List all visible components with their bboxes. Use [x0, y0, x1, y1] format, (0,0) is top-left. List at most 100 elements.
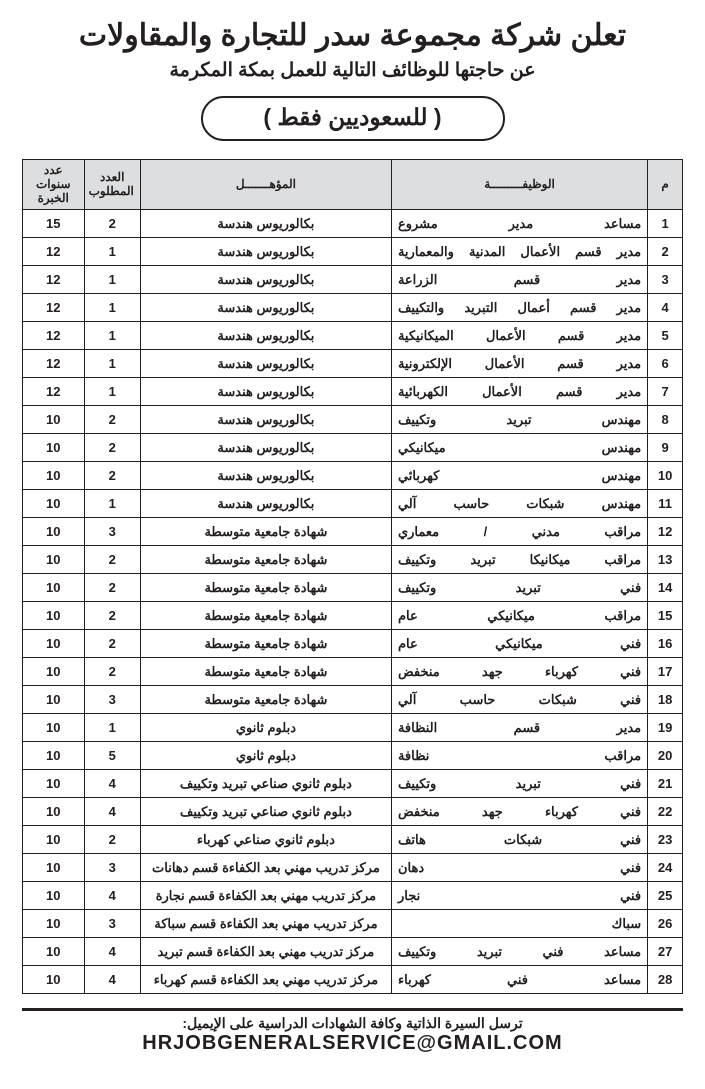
cell-years: 10 [23, 574, 85, 602]
cell-count: 3 [84, 518, 140, 546]
cell-qual: مركز تدريب مهني بعد الكفاءة قسم كهرباء [140, 966, 391, 994]
cell-years: 10 [23, 658, 85, 686]
cell-years: 12 [23, 266, 85, 294]
cell-years: 10 [23, 798, 85, 826]
table-row: 22فني كهرباء جهد منخفضدبلوم ثانوي صناعي … [23, 798, 683, 826]
table-row: 7مدير قسم الأعمال الكهربائيةبكالوريوس هن… [23, 378, 683, 406]
cell-years: 10 [23, 602, 85, 630]
cell-job: فني دهان [391, 854, 647, 882]
cell-index: 20 [648, 742, 683, 770]
cell-qual: بكالوريوس هندسة [140, 378, 391, 406]
cell-years: 12 [23, 350, 85, 378]
cell-qual: مركز تدريب مهني بعد الكفاءة قسم سباكة [140, 910, 391, 938]
cell-job: فني كهرباء جهد منخفض [391, 658, 647, 686]
cell-job: فني نجار [391, 882, 647, 910]
cell-count: 1 [84, 322, 140, 350]
cell-years: 10 [23, 490, 85, 518]
cell-qual: شهادة جامعية متوسطة [140, 686, 391, 714]
cell-index: 27 [648, 938, 683, 966]
cell-count: 1 [84, 266, 140, 294]
cell-qual: شهادة جامعية متوسطة [140, 658, 391, 686]
table-row: 28مساعد فني كهرباءمركز تدريب مهني بعد ال… [23, 966, 683, 994]
cell-count: 2 [84, 434, 140, 462]
cell-job: مهندس تبريد وتكييف [391, 406, 647, 434]
cell-years: 10 [23, 966, 85, 994]
cell-years: 10 [23, 630, 85, 658]
table-row: 9مهندس ميكانيكيبكالوريوس هندسة210 [23, 434, 683, 462]
cell-job: مدير قسم النظافة [391, 714, 647, 742]
cell-years: 10 [23, 434, 85, 462]
job-ad-page: تعلن شركة مجموعة سدر للتجارة والمقاولات … [0, 0, 705, 1089]
table-row: 13مراقب ميكانيكا تبريد وتكييفشهادة جامعي… [23, 546, 683, 574]
cell-qual: بكالوريوس هندسة [140, 266, 391, 294]
footer-email: HRJOBGENERALSERVICE@GMAIL.COM [22, 1032, 683, 1055]
cell-count: 3 [84, 686, 140, 714]
cell-index: 28 [648, 966, 683, 994]
cell-count: 1 [84, 294, 140, 322]
jobs-table: م الوظيفـــــــــة المؤهـــــــل العدد ا… [22, 159, 683, 994]
cell-qual: بكالوريوس هندسة [140, 462, 391, 490]
cell-index: 1 [648, 210, 683, 238]
cell-qual: بكالوريوس هندسة [140, 434, 391, 462]
cell-job: فني شبكات هاتف [391, 826, 647, 854]
cell-index: 22 [648, 798, 683, 826]
table-row: 19مدير قسم النظافةدبلوم ثانوي110 [23, 714, 683, 742]
cell-job: مدير قسم الزراعة [391, 266, 647, 294]
cell-count: 2 [84, 630, 140, 658]
cell-count: 1 [84, 350, 140, 378]
table-row: 2مدير قسم الأعمال المدنية والمعماريةبكال… [23, 238, 683, 266]
cell-index: 16 [648, 630, 683, 658]
table-body: 1مساعد مدير مشروعبكالوريوس هندسة2152مدير… [23, 210, 683, 994]
cell-count: 1 [84, 238, 140, 266]
cell-years: 15 [23, 210, 85, 238]
cell-years: 12 [23, 322, 85, 350]
table-row: 21فني تبريد وتكييفدبلوم ثانوي صناعي تبري… [23, 770, 683, 798]
cell-years: 10 [23, 742, 85, 770]
cell-years: 12 [23, 238, 85, 266]
table-row: 12مراقب مدني / معماريشهادة جامعية متوسطة… [23, 518, 683, 546]
cell-count: 2 [84, 574, 140, 602]
table-row: 11مهندس شبكات حاسب آليبكالوريوس هندسة110 [23, 490, 683, 518]
cell-qual: شهادة جامعية متوسطة [140, 630, 391, 658]
table-row: 1مساعد مدير مشروعبكالوريوس هندسة215 [23, 210, 683, 238]
cell-count: 3 [84, 854, 140, 882]
cell-years: 10 [23, 714, 85, 742]
cell-job: مدير قسم أعمال التبريد والتكييف [391, 294, 647, 322]
cell-qual: دبلوم ثانوي [140, 714, 391, 742]
cell-count: 3 [84, 910, 140, 938]
cell-count: 4 [84, 882, 140, 910]
cell-job: مساعد فني كهرباء [391, 966, 647, 994]
cell-years: 10 [23, 686, 85, 714]
cell-qual: دبلوم ثانوي صناعي تبريد وتكييف [140, 770, 391, 798]
table-row: 18فني شبكات حاسب آليشهادة جامعية متوسطة3… [23, 686, 683, 714]
cell-job: مدير قسم الأعمال المدنية والمعمارية [391, 238, 647, 266]
cell-qual: شهادة جامعية متوسطة [140, 574, 391, 602]
table-row: 6مدير قسم الأعمال الإلكترونيةبكالوريوس ه… [23, 350, 683, 378]
cell-index: 9 [648, 434, 683, 462]
table-header: م الوظيفـــــــــة المؤهـــــــل العدد ا… [23, 160, 683, 210]
cell-index: 4 [648, 294, 683, 322]
cell-count: 5 [84, 742, 140, 770]
cell-index: 25 [648, 882, 683, 910]
cell-count: 1 [84, 714, 140, 742]
cell-index: 17 [648, 658, 683, 686]
cell-job: فني شبكات حاسب آلي [391, 686, 647, 714]
cell-job: فني تبريد وتكييف [391, 770, 647, 798]
cell-index: 14 [648, 574, 683, 602]
cell-job: مساعد مدير مشروع [391, 210, 647, 238]
cell-years: 10 [23, 938, 85, 966]
cell-job: مراقب نظافة [391, 742, 647, 770]
cell-count: 2 [84, 658, 140, 686]
cell-years: 10 [23, 406, 85, 434]
cell-years: 10 [23, 910, 85, 938]
cell-years: 12 [23, 294, 85, 322]
cell-count: 2 [84, 406, 140, 434]
cell-qual: بكالوريوس هندسة [140, 406, 391, 434]
table-row: 20مراقب نظافةدبلوم ثانوي510 [23, 742, 683, 770]
cell-index: 26 [648, 910, 683, 938]
cell-years: 10 [23, 882, 85, 910]
cell-job: مدير قسم الأعمال الإلكترونية [391, 350, 647, 378]
cell-count: 4 [84, 770, 140, 798]
cell-years: 10 [23, 854, 85, 882]
cell-years: 10 [23, 826, 85, 854]
